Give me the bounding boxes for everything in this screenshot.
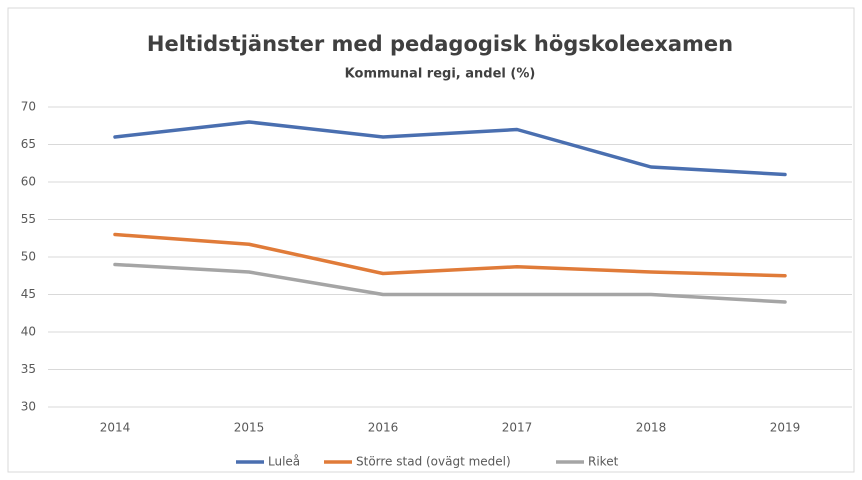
y-tick-label: 45 [21, 287, 36, 301]
y-tick-label: 40 [21, 325, 36, 339]
series-line [113, 262, 787, 304]
y-tick-label: 70 [21, 100, 36, 114]
chart-title: Heltidstjänster med pedagogisk högskolee… [147, 32, 733, 56]
chart-frame [7, 7, 855, 473]
legend-label: Luleå [268, 455, 300, 469]
series-line [113, 232, 787, 278]
y-tick-label: 50 [21, 250, 36, 264]
x-tick-label: 2019 [770, 421, 801, 435]
x-tick-label: 2014 [100, 421, 131, 435]
y-tick-label: 30 [21, 400, 36, 414]
x-tick-label: 2017 [502, 421, 533, 435]
x-tick-label: 2016 [368, 421, 399, 435]
y-tick-label: 65 [21, 137, 36, 151]
legend-label: Större stad (ovägt medel) [356, 455, 511, 469]
x-tick-label: 2015 [234, 421, 265, 435]
chart-subtitle: Kommunal regi, andel (%) [345, 67, 536, 82]
x-tick-label: 2018 [636, 421, 667, 435]
y-tick-label: 35 [21, 362, 36, 376]
y-tick-label: 60 [21, 175, 36, 189]
series-line [113, 120, 787, 177]
y-tick-label: 55 [21, 212, 36, 226]
legend-label: Riket [588, 455, 619, 469]
